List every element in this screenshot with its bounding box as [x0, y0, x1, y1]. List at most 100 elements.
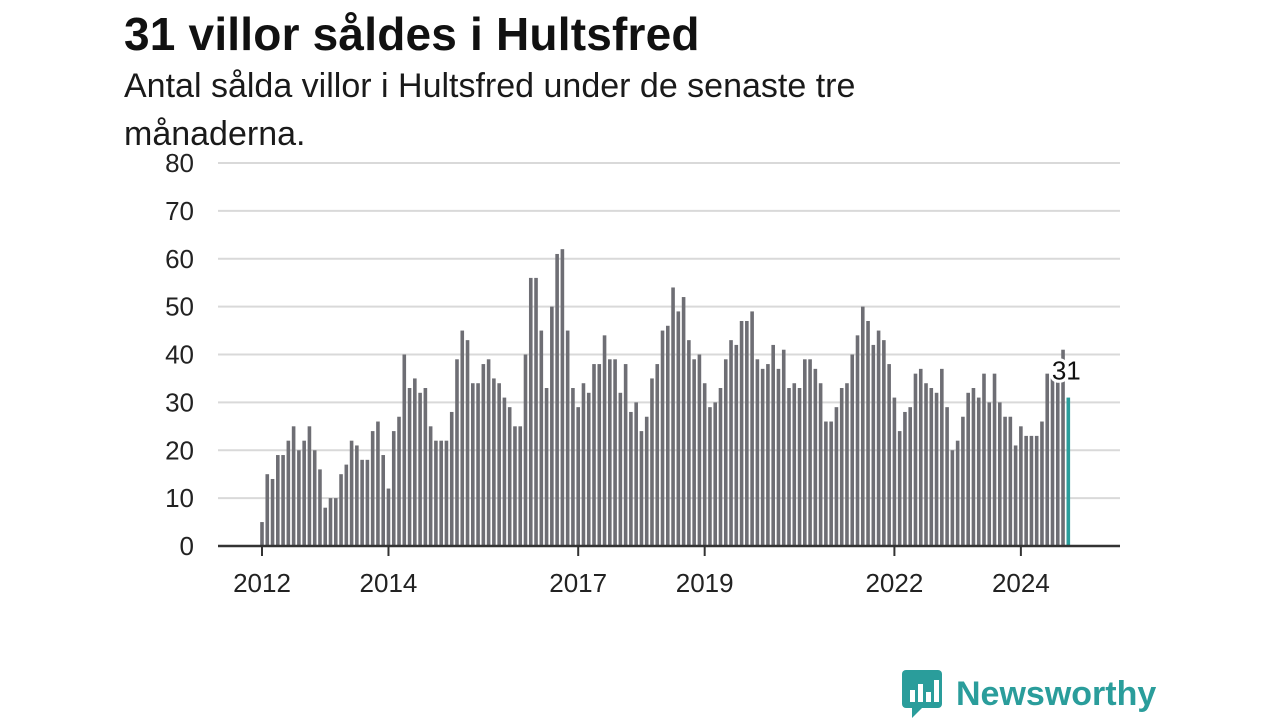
bar [602, 335, 607, 546]
bar [713, 402, 718, 546]
bar [339, 474, 343, 546]
bar [671, 287, 675, 546]
bar [760, 368, 765, 546]
bar [650, 378, 654, 546]
bar [697, 354, 702, 546]
bar [376, 421, 380, 546]
brand-name: Newsworthy [956, 675, 1157, 713]
brand-logo: Newsworthy [902, 670, 1156, 718]
bar [1040, 421, 1044, 546]
bar [629, 411, 633, 546]
bar [481, 364, 486, 546]
bar [497, 383, 501, 546]
bar [718, 388, 723, 546]
bar [333, 498, 338, 546]
bar [455, 359, 459, 546]
bar [787, 388, 791, 546]
last-value-label: 31 [1052, 356, 1081, 386]
bar [576, 407, 580, 546]
bar [992, 373, 997, 546]
bar [439, 440, 443, 546]
bar [887, 364, 891, 546]
bar [513, 426, 517, 546]
bar [413, 378, 417, 546]
bar [876, 330, 881, 546]
bar [950, 450, 955, 546]
bar [1055, 373, 1060, 546]
bar [318, 469, 322, 546]
bar [434, 440, 438, 546]
bar [824, 421, 828, 546]
bar [913, 373, 918, 546]
bar [882, 340, 886, 546]
bar [328, 498, 333, 546]
bar [260, 522, 264, 546]
bar [918, 368, 923, 546]
bar [528, 277, 533, 546]
bar [623, 364, 628, 546]
bar [423, 388, 428, 546]
y-tick-label: 10 [165, 483, 194, 513]
bar [771, 344, 775, 546]
bar [502, 397, 507, 546]
bar [634, 402, 638, 546]
bar [302, 440, 306, 546]
x-tick-label: 2022 [865, 568, 923, 598]
bar [586, 392, 591, 546]
bar [492, 378, 496, 546]
bar [465, 340, 470, 546]
bar [860, 306, 865, 546]
bar [360, 459, 364, 546]
y-tick-label: 0 [180, 531, 194, 561]
bar [723, 359, 728, 546]
bar [734, 344, 739, 546]
bar [349, 440, 354, 546]
bar [781, 349, 786, 546]
bar [929, 388, 934, 546]
bar [982, 373, 986, 546]
bar [592, 364, 596, 546]
bar [813, 368, 818, 546]
x-tick-label: 2014 [360, 568, 418, 598]
bar [534, 277, 538, 546]
bar [486, 359, 491, 546]
bar [613, 359, 617, 546]
bar [460, 330, 465, 546]
bar [1003, 416, 1007, 546]
bar [418, 392, 422, 546]
bar [834, 407, 839, 546]
bar [998, 402, 1002, 546]
bar [270, 478, 275, 546]
bar [286, 440, 291, 546]
bar [518, 426, 523, 546]
y-tick-label: 40 [165, 340, 194, 370]
bar [397, 416, 401, 546]
bar [745, 320, 749, 546]
y-tick-label: 60 [165, 244, 194, 274]
x-tick-label: 2024 [992, 568, 1050, 598]
bar [892, 397, 897, 546]
bar [839, 388, 844, 546]
bar [1008, 416, 1013, 546]
bar [797, 388, 802, 546]
bar [871, 344, 876, 546]
x-tick-label: 2017 [549, 568, 607, 598]
bar [402, 354, 407, 546]
bar [845, 383, 849, 546]
bar [655, 364, 660, 546]
y-tick-label: 20 [165, 435, 194, 465]
bar-chart: 0 10 20 30 40 50 60 70 80 2012 2014 2017 2019 2022 202… [165, 148, 1120, 598]
bar [818, 383, 823, 546]
bar [391, 431, 396, 546]
bar [971, 388, 976, 546]
bar [940, 368, 944, 546]
bar [639, 431, 644, 546]
bar [755, 359, 760, 546]
bar [344, 464, 349, 546]
bar [808, 359, 812, 546]
bar [476, 383, 480, 546]
bar-highlight [1066, 397, 1071, 546]
bar [471, 383, 475, 546]
bar [1013, 445, 1018, 546]
bar [961, 416, 965, 546]
